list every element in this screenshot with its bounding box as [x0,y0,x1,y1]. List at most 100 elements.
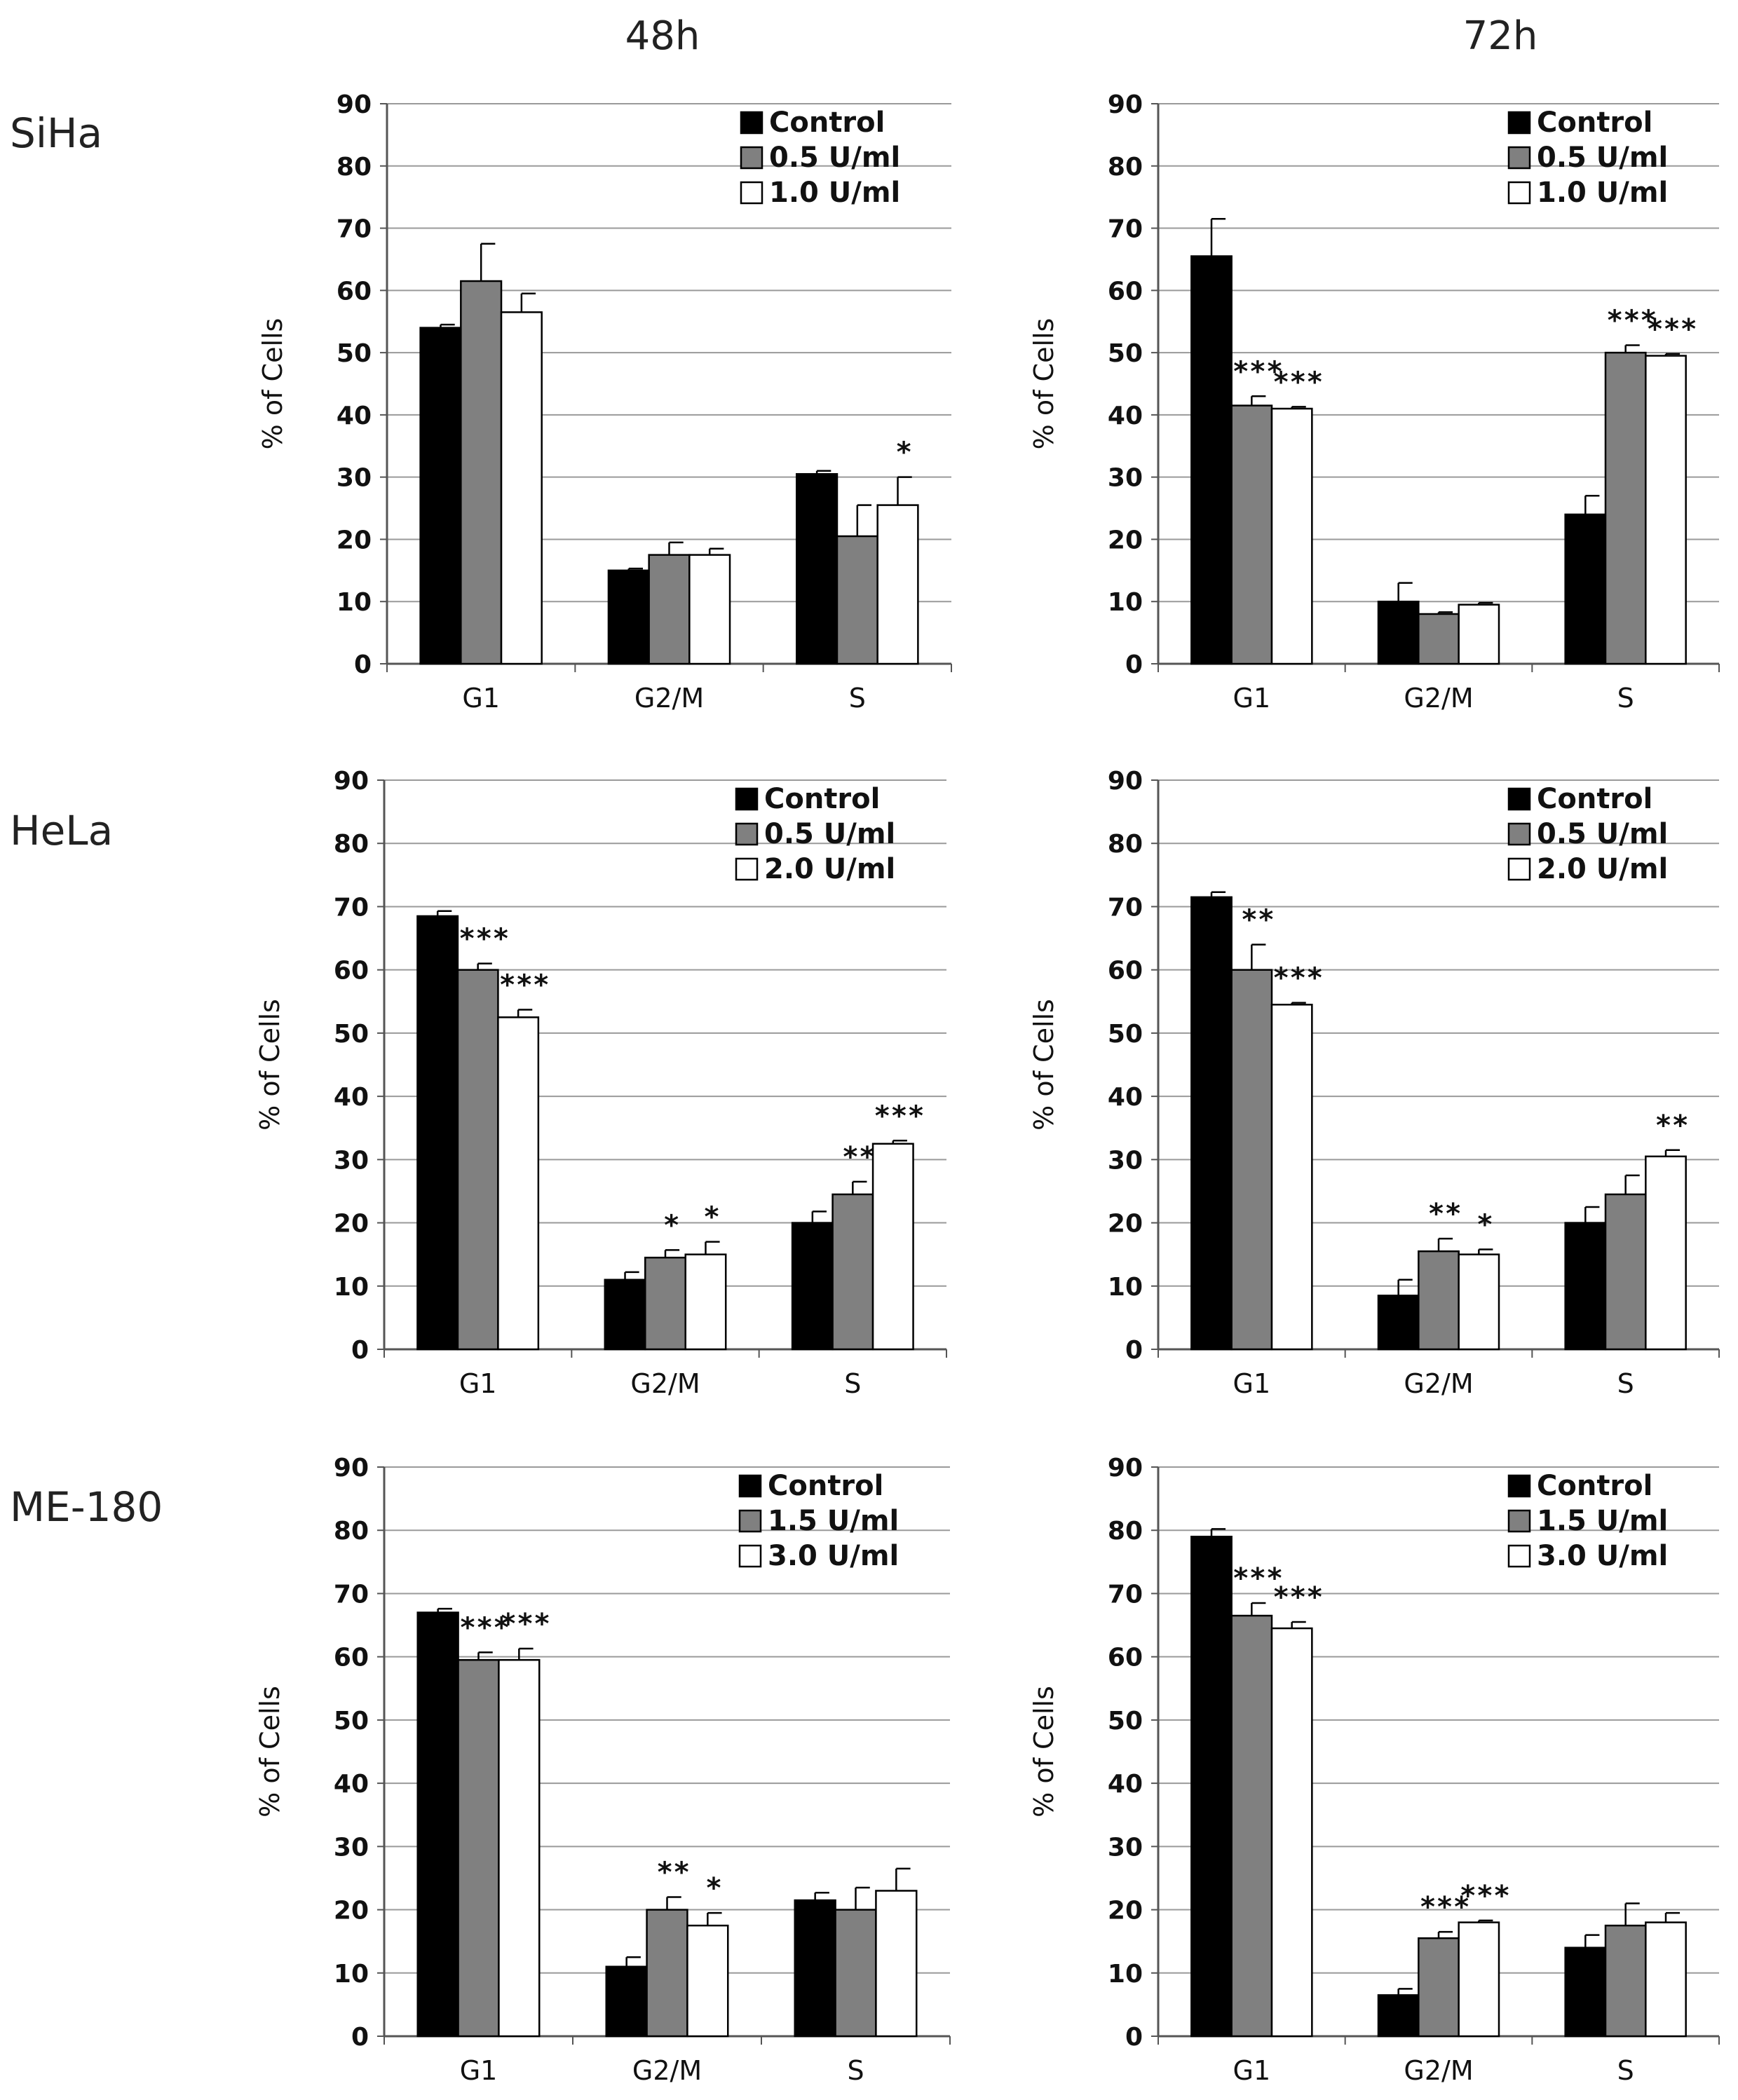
y-tick-label: 70 [1108,215,1143,244]
chart-siha-48h: 0 10 20 30 40 50 60 70 80 90 % of Cells G1 G2/M S * Con… [257,90,952,714]
column-title-48h: 48h [625,13,700,59]
legend-swatch [740,146,763,170]
y-tick-label: 60 [337,277,372,306]
y-tick-label: 20 [1108,526,1143,554]
y-tick-label: 20 [1108,1210,1143,1239]
legend-label: 0.5 U/ml [1537,818,1668,850]
y-tick-label: 30 [1108,1833,1143,1862]
x-tick-label: G1 [460,2055,498,2086]
y-tick-label: 60 [334,957,369,986]
bar [831,1193,874,1351]
significance-label: * [1476,1208,1493,1241]
panels: 0 10 20 30 40 50 60 70 80 90 % of Cells G1 G2/M S * Con… [254,90,1720,2086]
x-tick-label: S [1617,1368,1634,1399]
bar [1564,513,1607,665]
significance-label: *** [1272,366,1323,398]
x-tick-label: S [844,1368,861,1399]
y-tick-label: 70 [334,1580,369,1609]
y-tick-label: 20 [334,1210,369,1239]
significance-label: *** [500,1608,550,1640]
bar [1458,1921,1500,2038]
y-tick-label: 90 [334,1454,369,1482]
y-tick-label: 30 [337,464,372,493]
y-tick-label: 0 [351,1336,369,1365]
y-tick-label: 40 [1108,1083,1143,1112]
y-axis-label: % of Cells [1028,318,1059,450]
legend-label: 2.0 U/ml [1537,853,1668,885]
significance-label: ** [1655,1110,1689,1142]
legend-swatch [1507,1544,1531,1568]
bar [1645,1155,1687,1351]
legend-swatch [735,857,759,881]
y-tick-label: 60 [1108,277,1143,306]
y-tick-label: 30 [334,1833,369,1862]
y-tick-label: 40 [1108,402,1143,430]
y-axis-label: % of Cells [257,318,288,450]
x-tick-label: G2/M [634,683,704,714]
bar [648,554,691,665]
y-axis-label: % of Cells [1028,999,1059,1131]
legend-label: 0.5 U/ml [769,142,900,174]
significance-label: ** [1428,1198,1462,1230]
bar [457,1658,500,2038]
bar [836,535,878,665]
legend-label: 0.5 U/ml [1537,142,1668,174]
significance-label: *** [1272,1581,1323,1614]
legend-swatch [738,1509,762,1533]
significance-label: * [703,1201,720,1234]
y-tick-label: 0 [351,2023,369,2052]
bar [1377,1994,1420,2038]
y-tick-label: 80 [334,1517,369,1546]
y-tick-label: 0 [354,650,372,679]
bar [1564,1222,1607,1351]
y-tick-label: 10 [1108,1960,1143,1989]
bar [794,1899,836,2038]
y-tick-label: 50 [337,339,372,368]
y-tick-label: 90 [337,90,372,119]
x-tick-label: G1 [1233,683,1271,714]
bar [688,554,731,665]
bar [1270,1627,1313,2038]
bar [1418,1937,1460,2038]
significance-label: *** [874,1100,924,1132]
significance-label: *** [459,1611,510,1644]
y-tick-label: 30 [1108,464,1143,493]
y-tick-label: 10 [337,588,372,617]
legend-label: Control [769,107,885,139]
bar [876,504,919,665]
y-tick-label: 40 [337,402,372,430]
significance-label: *** [1233,355,1283,388]
significance-label: ** [656,1857,690,1889]
significance-label: ** [1241,904,1275,936]
y-tick-label: 20 [334,1897,369,1925]
legend-swatch [735,787,759,811]
y-tick-label: 50 [1108,339,1143,368]
y-tick-label: 10 [334,1960,369,1989]
significance-label: *** [1646,313,1697,346]
bar [1604,351,1647,665]
bar [644,1256,686,1351]
y-tick-label: 30 [334,1146,369,1175]
y-axis-label: % of Cells [1028,1686,1059,1818]
bar [1604,1193,1647,1351]
x-tick-label: G1 [459,1368,497,1399]
y-tick-label: 60 [1108,957,1143,986]
bar [498,1658,541,2038]
x-tick-label: G1 [462,683,500,714]
significance-label: *** [1606,304,1657,336]
column-title-72h: 72h [1463,13,1538,59]
legend-label: Control [1537,107,1652,139]
bar [1270,407,1313,665]
y-tick-label: 70 [337,215,372,244]
y-tick-label: 40 [334,1083,369,1112]
bar [1230,404,1273,665]
y-tick-label: 80 [334,830,369,859]
legend-swatch [735,822,759,846]
bar [416,1611,459,2038]
significance-label: *** [499,969,550,1002]
bar [1377,1295,1420,1351]
